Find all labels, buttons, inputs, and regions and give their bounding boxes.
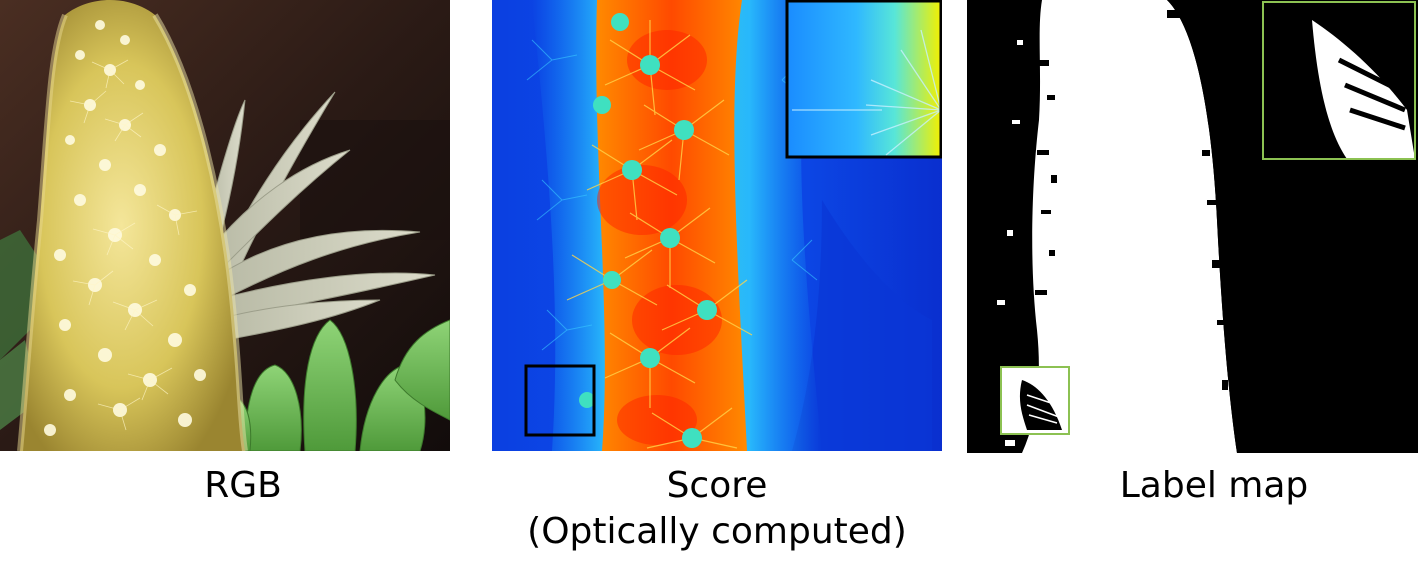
rgb-image [0,0,450,451]
score-caption-line1: Score [666,465,768,506]
score-caption: Score (Optically computed) [492,463,942,555]
score-caption-line2: (Optically computed) [527,511,907,552]
label-zoom-source-box [1000,366,1070,435]
label-map [967,0,1418,453]
label-caption: Label map [1119,465,1309,506]
label-zoom-inset-frame [1262,1,1416,160]
rgb-caption: RGB [204,465,282,506]
score-zoom-source-box [524,364,596,437]
score-zoom-inset-frame [785,0,942,159]
score-heatmap [492,0,942,451]
